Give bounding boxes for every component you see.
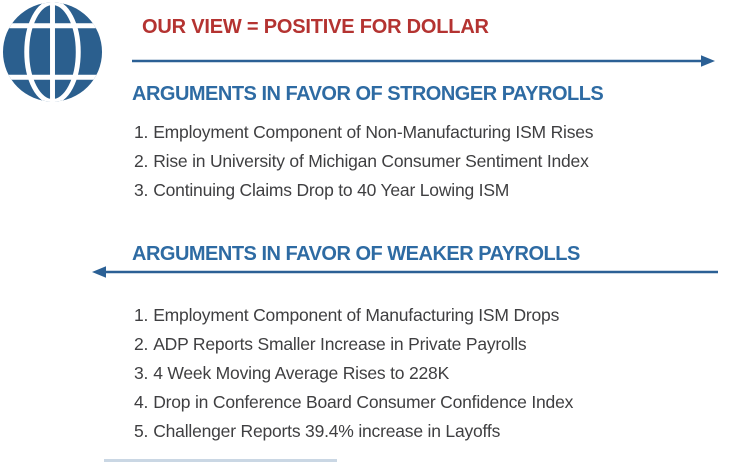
item-text: Drop in Conference Board Consumer Confid… [153, 392, 574, 412]
section-heading-weaker-payrolls: ARGUMENTS IN FAVOR OF WEAKER PAYROLLS [132, 243, 580, 265]
item-number: 1. [134, 305, 149, 325]
item-number: 2. [134, 334, 149, 354]
item-text: Continuing Claims Drop to 40 Year Lowing… [153, 180, 510, 200]
partial-arrow-line [104, 459, 337, 462]
right-arrow-icon [132, 55, 715, 67]
list-item: 1. Employment Component of Non-Manufactur… [134, 118, 730, 147]
stronger-payrolls-list: 1. Employment Component of Non-Manufactur… [134, 118, 730, 205]
item-text: Challenger Reports 39.4% increase in Lay… [153, 421, 501, 441]
list-item: 3. 4 Week Moving Average Rises to 228K [134, 359, 730, 388]
item-number: 2. [134, 151, 149, 171]
item-number: 1. [134, 122, 149, 142]
list-item: 4. Drop in Conference Board Consumer Conf… [134, 388, 730, 417]
item-number: 4. [134, 392, 149, 412]
item-number: 3. [134, 363, 149, 383]
item-text: Employment Component of Manufacturing IS… [153, 305, 560, 325]
list-item: 1. Employment Component of Manufacturing … [134, 301, 730, 330]
item-text: ADP Reports Smaller Increase in Private … [153, 334, 527, 354]
left-arrow-icon [92, 266, 718, 278]
item-number: 5. [134, 421, 149, 441]
globe-icon [2, 2, 103, 102]
item-text: Employment Component of Non-Manufacturin… [153, 122, 594, 142]
list-item: 5. Challenger Reports 39.4% increase in L… [134, 417, 730, 446]
list-item: 2. ADP Reports Smaller Increase in Privat… [134, 330, 730, 359]
item-text: 4 Week Moving Average Rises to 228K [153, 363, 450, 383]
list-item: 2. Rise in University of Michigan Consume… [134, 147, 730, 176]
page-title: OUR VIEW = POSITIVE FOR DOLLAR [142, 16, 489, 38]
weaker-payrolls-list: 1. Employment Component of Manufacturing … [134, 301, 730, 446]
section-heading-stronger-payrolls: ARGUMENTS IN FAVOR OF STRONGER PAYROLLS [132, 83, 604, 105]
item-text: Rise in University of Michigan Consumer … [153, 151, 589, 171]
item-number: 3. [134, 180, 149, 200]
list-item: 3. Continuing Claims Drop to 40 Year Lowi… [134, 176, 730, 205]
